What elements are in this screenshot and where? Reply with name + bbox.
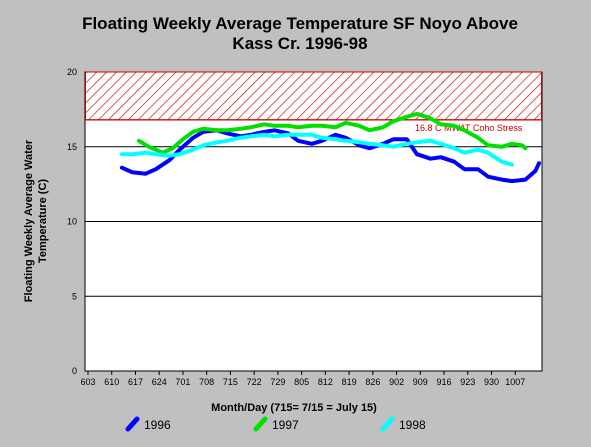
chart-title-line1: Floating Weekly Average Temperature SF N… <box>82 14 518 33</box>
x-axis-ticks: 603 610 617 624 701 708 715 722 729 805 812 819 826 9… <box>80 371 525 387</box>
series-line-1998 <box>119 132 514 167</box>
x-tick-label: 805 <box>294 377 309 387</box>
x-tick-label: 1007 <box>505 377 525 387</box>
legend-swatch-1997 <box>253 416 268 432</box>
y-axis-label-line1: Floating Weekly Average Water <box>23 139 35 302</box>
chart-title-line2: Kass Cr. 1996-98 <box>232 34 367 53</box>
legend-label-1997: 1997 <box>272 418 299 432</box>
legend-label-1996: 1996 <box>144 418 171 432</box>
legend-label-1998: 1998 <box>399 418 426 432</box>
x-tick-label: 902 <box>389 377 404 387</box>
x-tick-label: 909 <box>413 377 428 387</box>
x-tick-label: 610 <box>104 377 119 387</box>
series-line-1996 <box>119 128 541 184</box>
x-tick-label: 715 <box>223 377 238 387</box>
x-tick-label: 701 <box>175 377 190 387</box>
legend-swatch-1998 <box>380 416 395 432</box>
x-tick-label: 624 <box>152 377 167 387</box>
threshold-label: 16.8 C MWAT Coho Stress <box>415 123 523 133</box>
x-tick-label: 916 <box>437 377 452 387</box>
y-tick-label: 15 <box>67 142 77 152</box>
x-tick-label: 923 <box>460 377 475 387</box>
x-tick-label: 826 <box>365 377 380 387</box>
y-tick-label: 5 <box>72 291 77 301</box>
x-axis-label: Month/Day (715= 7/15 = July 15) <box>211 402 377 414</box>
x-tick-label: 729 <box>270 377 285 387</box>
series-line-1997 <box>136 111 528 155</box>
y-axis-label: Floating Weekly Average Water Temperatur… <box>23 139 49 302</box>
y-tick-label: 0 <box>72 366 77 376</box>
x-tick-label: 930 <box>484 377 499 387</box>
x-tick-label: 617 <box>128 377 143 387</box>
threshold-hatched-band <box>85 71 542 121</box>
x-tick-label: 812 <box>318 377 333 387</box>
x-tick-label: 722 <box>247 377 262 387</box>
x-tick-label: 603 <box>80 377 95 387</box>
legend: 1996 1997 1998 <box>125 416 426 432</box>
threshold-layer: 16.8 C MWAT Coho Stress <box>85 71 542 133</box>
series-layer <box>119 111 541 184</box>
legend-swatch-1996 <box>125 416 140 432</box>
y-tick-label: 10 <box>67 217 77 227</box>
y-axis-label-line2: Temperature (C) <box>37 179 49 263</box>
x-tick-label: 708 <box>199 377 214 387</box>
y-axis-ticks: 0 5 10 15 20 <box>67 67 77 376</box>
y-tick-label: 20 <box>67 67 77 77</box>
gridlines <box>85 146 542 297</box>
x-tick-label: 819 <box>342 377 357 387</box>
